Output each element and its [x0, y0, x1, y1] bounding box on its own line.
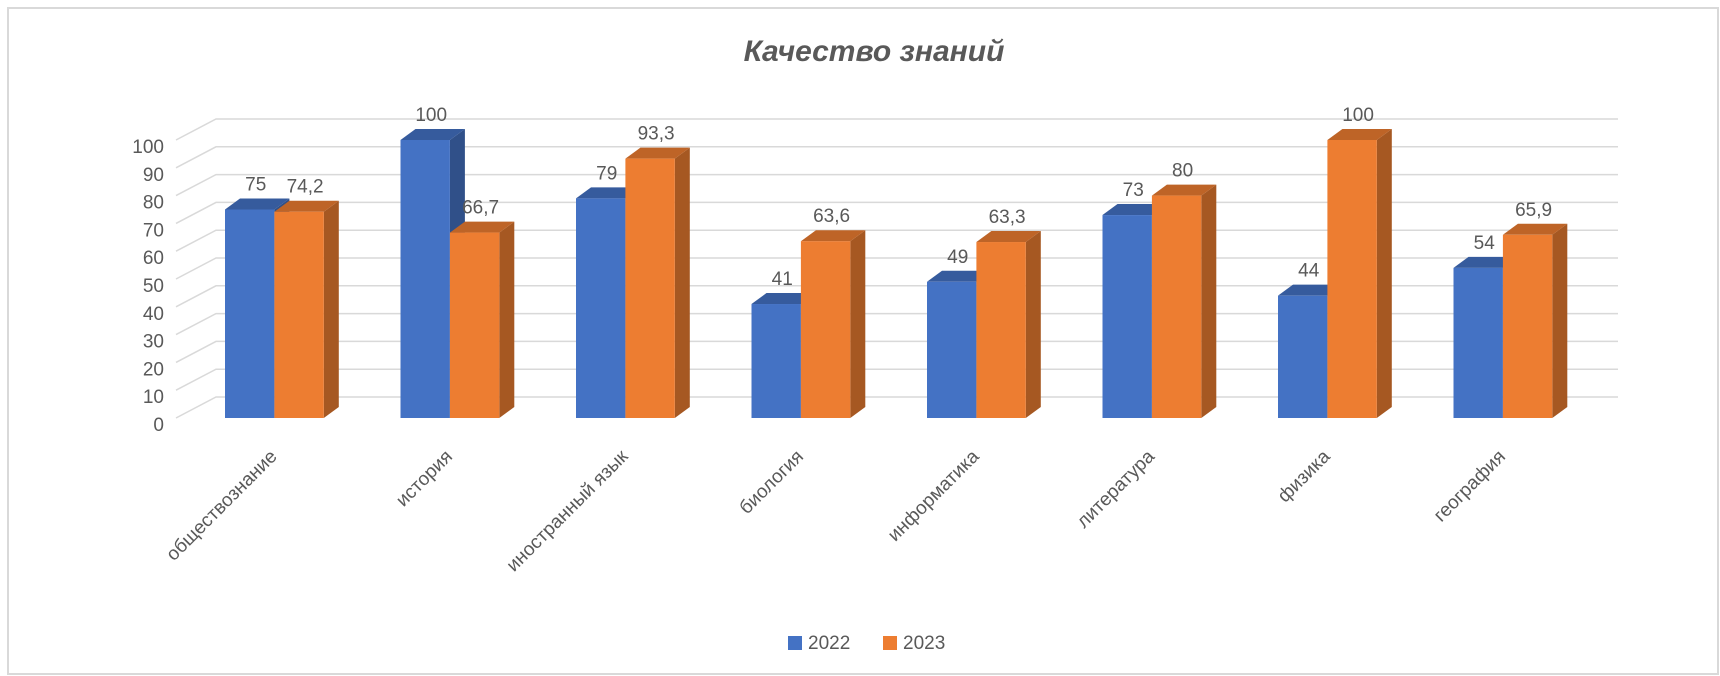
- data-label: 75: [245, 175, 266, 196]
- bar: [225, 209, 275, 418]
- bar: [576, 198, 626, 418]
- y-tick-label: 10: [143, 387, 164, 408]
- data-label: 63,3: [989, 207, 1026, 228]
- y-tick-label: 0: [153, 415, 164, 436]
- bar-top: [625, 147, 690, 159]
- bar-3d: [1151, 184, 1217, 418]
- bar: [800, 241, 851, 418]
- bar-top: [751, 293, 816, 305]
- bar: [449, 232, 500, 418]
- data-label: 63,6: [813, 206, 850, 227]
- y-tick-label: 80: [143, 193, 164, 214]
- bar-top: [1278, 284, 1343, 296]
- bar-side: [850, 230, 866, 418]
- legend-label: 2023: [903, 633, 945, 654]
- legend-swatch: [788, 636, 802, 650]
- bar-top: [1151, 184, 1217, 196]
- bar-top: [1327, 129, 1392, 140]
- bar-top: [400, 129, 465, 140]
- bar-top: [800, 230, 866, 242]
- bar: [274, 211, 324, 418]
- bar-side: [1552, 223, 1568, 418]
- bar-top: [1453, 256, 1518, 268]
- y-tick-label: 60: [143, 248, 164, 269]
- bar-3d: [274, 200, 339, 418]
- grid-line: [175, 118, 1618, 141]
- bar: [625, 158, 675, 418]
- bar-top: [1102, 204, 1167, 216]
- bar-side: [1201, 184, 1217, 418]
- bar: [400, 140, 450, 418]
- bar-top: [976, 231, 1041, 243]
- legend-swatch: [883, 636, 897, 650]
- legend-label: 2022: [808, 633, 850, 654]
- bar-top: [576, 187, 641, 199]
- bar-3d: [800, 230, 866, 418]
- chart-title: Качество знаний: [744, 35, 1005, 68]
- bar: [976, 242, 1026, 418]
- bar: [1102, 215, 1152, 418]
- bar-3d: [1502, 223, 1568, 418]
- y-tick-label: 100: [132, 137, 164, 158]
- grid-line: [175, 146, 1618, 169]
- data-label: 41: [772, 269, 793, 290]
- y-tick-label: 50: [143, 276, 164, 297]
- data-label: 100: [415, 105, 447, 126]
- data-label: 100: [1342, 105, 1374, 126]
- data-label: 65,9: [1515, 200, 1552, 221]
- bar-side: [1025, 231, 1041, 418]
- data-label: 66,7: [462, 198, 499, 219]
- bar: [751, 304, 801, 418]
- data-label: 44: [1298, 261, 1320, 282]
- grid-line: [175, 173, 1618, 197]
- bar-top: [449, 221, 515, 233]
- bar: [1453, 267, 1503, 418]
- data-label: 93,3: [638, 124, 675, 145]
- bar-side: [674, 147, 690, 418]
- bar: [1151, 195, 1202, 418]
- bar-top: [225, 198, 290, 210]
- data-label: 54: [1474, 233, 1496, 254]
- bar-3d: [449, 221, 515, 418]
- data-label: 79: [596, 163, 617, 184]
- y-tick-label: 70: [143, 220, 164, 241]
- bar: [1278, 295, 1328, 418]
- bar-side: [323, 200, 339, 418]
- data-label: 74,2: [287, 177, 324, 198]
- bar-top: [927, 270, 992, 282]
- y-tick-label: 40: [143, 304, 164, 325]
- data-label: 73: [1123, 180, 1144, 201]
- bar: [927, 281, 977, 418]
- y-tick-label: 30: [143, 332, 164, 353]
- data-label: 49: [947, 247, 968, 268]
- bar-3d: [625, 147, 690, 418]
- y-tick-label: 90: [143, 165, 164, 186]
- bar-side: [499, 221, 515, 418]
- bar: [1327, 140, 1377, 418]
- bar: [1502, 234, 1553, 418]
- bar-top: [1502, 223, 1568, 235]
- bar-side: [1376, 129, 1392, 418]
- grid-line: [175, 201, 1618, 225]
- bar-3d: [976, 231, 1041, 418]
- y-tick-label: 20: [143, 359, 164, 380]
- data-label: 80: [1172, 161, 1193, 182]
- bar-top: [274, 200, 339, 212]
- bar-3d: [1327, 129, 1392, 418]
